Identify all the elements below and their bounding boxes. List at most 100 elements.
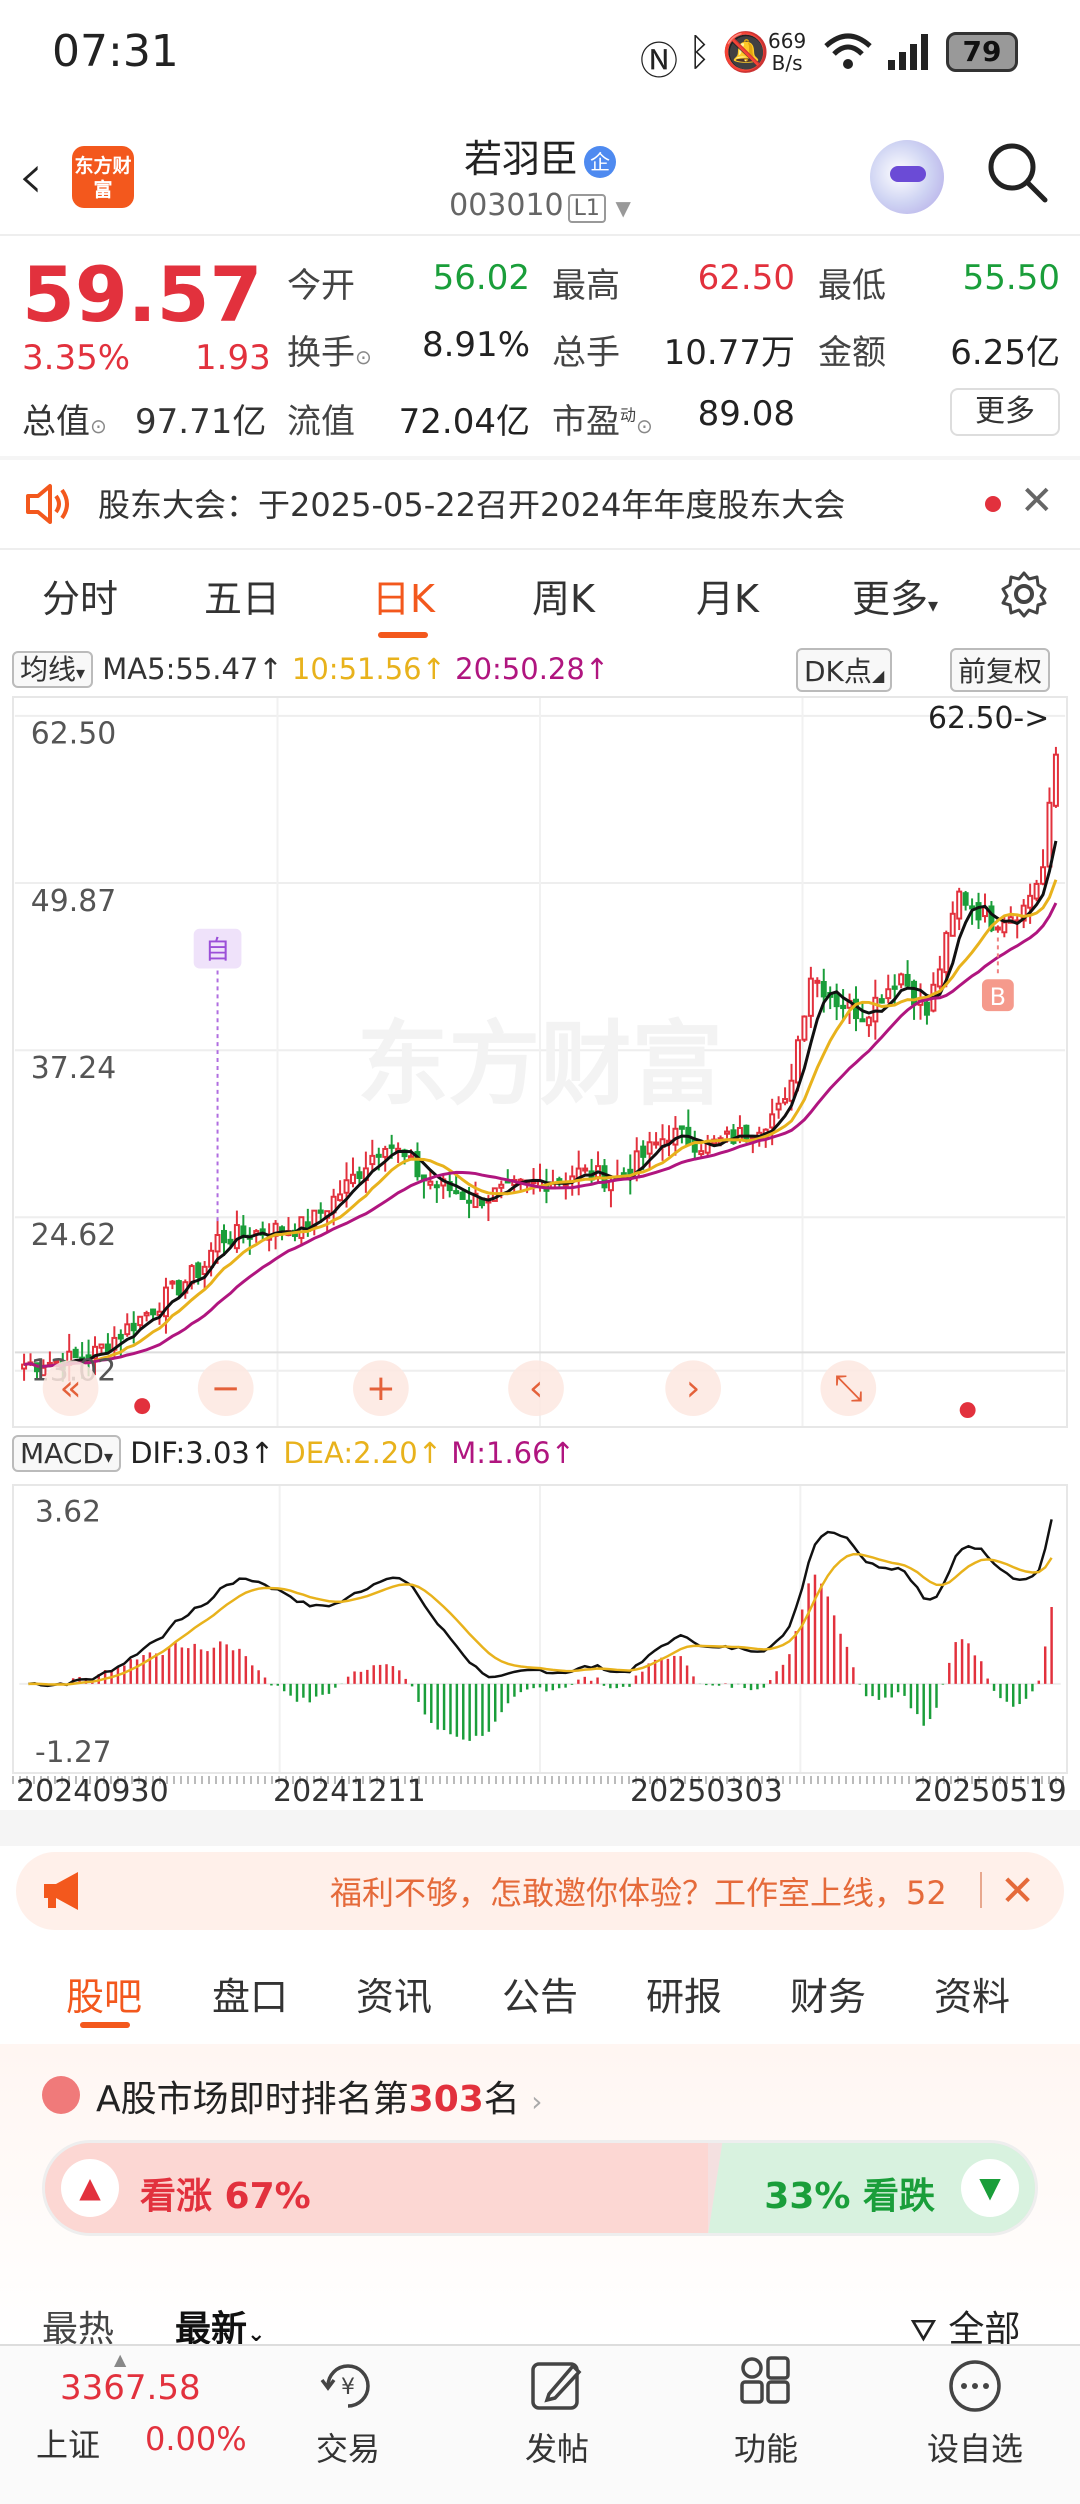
market-cap-label[interactable]: 总值⊙ [22,402,107,442]
tab-news[interactable]: 资讯 [356,1975,433,2019]
bull-fill [45,2143,709,2233]
candle [782,1087,789,1106]
tab-profile[interactable]: 资料 [934,1975,1011,2019]
quote-label[interactable]: 换手⊙ [287,333,372,373]
more-quote-button[interactable]: 更多 [950,388,1060,436]
quote-label: 最高 [552,266,620,306]
high-annotation: 62.50-> [928,701,1049,736]
tab-guba[interactable]: 股吧 [66,1975,143,2019]
tab-week-k[interactable]: 周K [532,577,595,621]
candle [898,972,905,989]
index-value[interactable]: 3367.58 [60,2368,201,2408]
close-icon[interactable]: ✕ [1020,478,1054,524]
tab-research[interactable]: 研报 [646,1975,723,2019]
zoom-left-icon[interactable]: « [42,1360,99,1417]
nav-functions-label[interactable]: 功能 [733,2430,798,2468]
sort-new[interactable]: 最新⌄ [175,2309,266,2350]
quote-value: 8.91% [421,325,530,365]
tab-more[interactable]: 更多▾ [852,577,939,621]
nav-watchlist-label[interactable]: 设自选 [926,2430,1023,2468]
macd-selector[interactable]: MACD▾ [12,1435,121,1472]
candle [691,1130,698,1160]
promo-banner[interactable] [16,1852,1064,1930]
nav-post-label[interactable]: 发帖 [524,2430,589,2468]
nav-trade-label[interactable]: 交易 [315,2430,380,2468]
quote-label: 流值 [287,402,355,442]
y-ticks: 3.62 -1.27 [35,1495,112,1770]
adjust-selector[interactable]: 前复权 [950,648,1051,692]
stock-code-row[interactable]: 003010 L1 ▼ [0,188,1080,223]
candle [337,1180,344,1202]
scroll-left-icon[interactable]: ‹ [508,1360,564,1417]
stock-title: 若羽臣企 [0,128,1080,183]
trade-icon[interactable]: ¥ [318,2356,378,2416]
macd-chart[interactable]: 3.62 -1.27 [12,1484,1068,1774]
filter-all[interactable]: ⛛ 全部 [910,2309,1021,2350]
zoom-in-icon[interactable]: + [353,1360,409,1417]
candle [233,1210,240,1253]
mute-icon: 🔕 [722,30,770,74]
candle [1046,787,1053,868]
tab-announcement[interactable]: 公告 [502,1975,579,2019]
separator [980,1872,982,1908]
quote-value: 6.25亿 [950,333,1060,373]
candle [956,887,963,931]
candle [840,989,847,1022]
dynamic-mark: 动 [620,405,637,425]
functions-icon[interactable] [736,2356,796,2416]
zoom-out-icon[interactable]: − [197,1360,254,1417]
clock: 07:31 [52,26,179,77]
info-icon: ⊙ [90,414,107,438]
sort-hot[interactable]: 最热 [42,2309,115,2350]
compose-icon[interactable] [527,2356,587,2416]
quote-value: 56.02 [432,258,530,298]
tab-day-k[interactable]: 日K [372,577,435,621]
search-icon[interactable] [985,140,1049,204]
candle [704,1134,711,1158]
candle [317,1202,324,1223]
candle [150,1308,157,1320]
candle [1027,883,1034,924]
svg-text:−: − [211,1368,241,1409]
bar-chart-icon [42,2076,80,2114]
candle [833,983,840,1021]
net-speed: 669 B/s [768,29,807,75]
fullscreen-icon[interactable]: ⤡ [820,1360,877,1417]
quote-label[interactable]: 市盈动⊙ [552,402,653,442]
close-icon[interactable]: ✕ [1000,1866,1036,1915]
index-change: 0.00% [145,2420,247,2458]
robot-visor [890,166,926,182]
buy-marker-label: B [990,983,1006,1011]
tab-month-k[interactable]: 月K [696,577,759,621]
stock-code: 003010 [449,188,564,223]
x-label: 20240930 [16,1774,169,1809]
svg-text:+: + [366,1368,396,1409]
watchlist-icon[interactable] [945,2356,1005,2416]
dif-line [28,1519,1053,1688]
gear-icon[interactable] [1000,570,1048,618]
notice-text: 股东大会：于2025-05-22召开2024年年度股东大会 [98,486,846,524]
notice-bar[interactable] [0,460,1080,546]
bull-vote-button[interactable]: ▲ [61,2159,119,2217]
tab-pankou[interactable]: 盘口 [212,1975,289,2019]
candle [104,1333,111,1354]
candle [575,1150,582,1196]
candle [885,974,892,1004]
dk-point-selector[interactable]: DK点◢ [796,648,893,692]
tab-five-day[interactable]: 五日 [204,577,281,621]
scroll-right-icon[interactable]: › [665,1360,722,1417]
ma-indicator-row: 均线▾ MA5:55.47↑ 10:51.56↑ 20:50.28↑ [12,648,609,688]
ma-selector[interactable]: 均线▾ [12,651,94,688]
quote-value: 62.50 [697,258,795,298]
candle [369,1139,376,1172]
macd-indicator-row: MACD▾ DIF:3.03↑ DEA:2.20↑ M:1.66↑ [12,1435,575,1472]
tab-finance[interactable]: 财务 [790,1975,867,2019]
bear-vote-button[interactable]: ▼ [961,2159,1019,2217]
tab-intraday[interactable]: 分时 [42,577,119,621]
ranking-link[interactable]: A股市场即时排名第303名 › [96,2079,543,2120]
candle [640,1140,647,1170]
candle [865,1015,872,1037]
back-button[interactable]: ‹ [18,140,44,214]
